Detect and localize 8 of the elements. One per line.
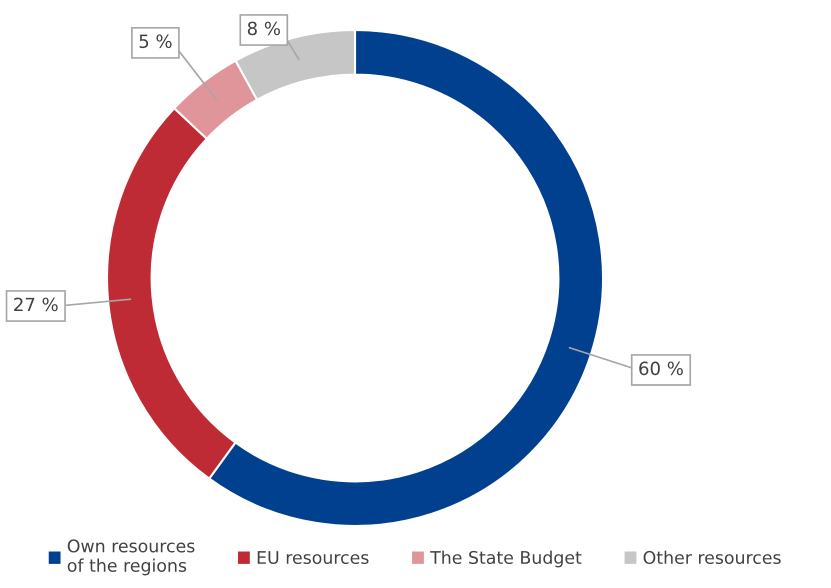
legend-label: Other resources bbox=[644, 550, 781, 564]
legend-label: Own resources of the regions bbox=[68, 539, 194, 576]
data-label: 5 % bbox=[140, 34, 172, 48]
legend-label: EU resources bbox=[258, 551, 369, 564]
legend-label: The State Budget bbox=[430, 550, 582, 568]
data-label: 8 % bbox=[248, 22, 280, 36]
data-label: 60 % bbox=[639, 362, 683, 376]
data-label: 27 % bbox=[14, 298, 58, 312]
